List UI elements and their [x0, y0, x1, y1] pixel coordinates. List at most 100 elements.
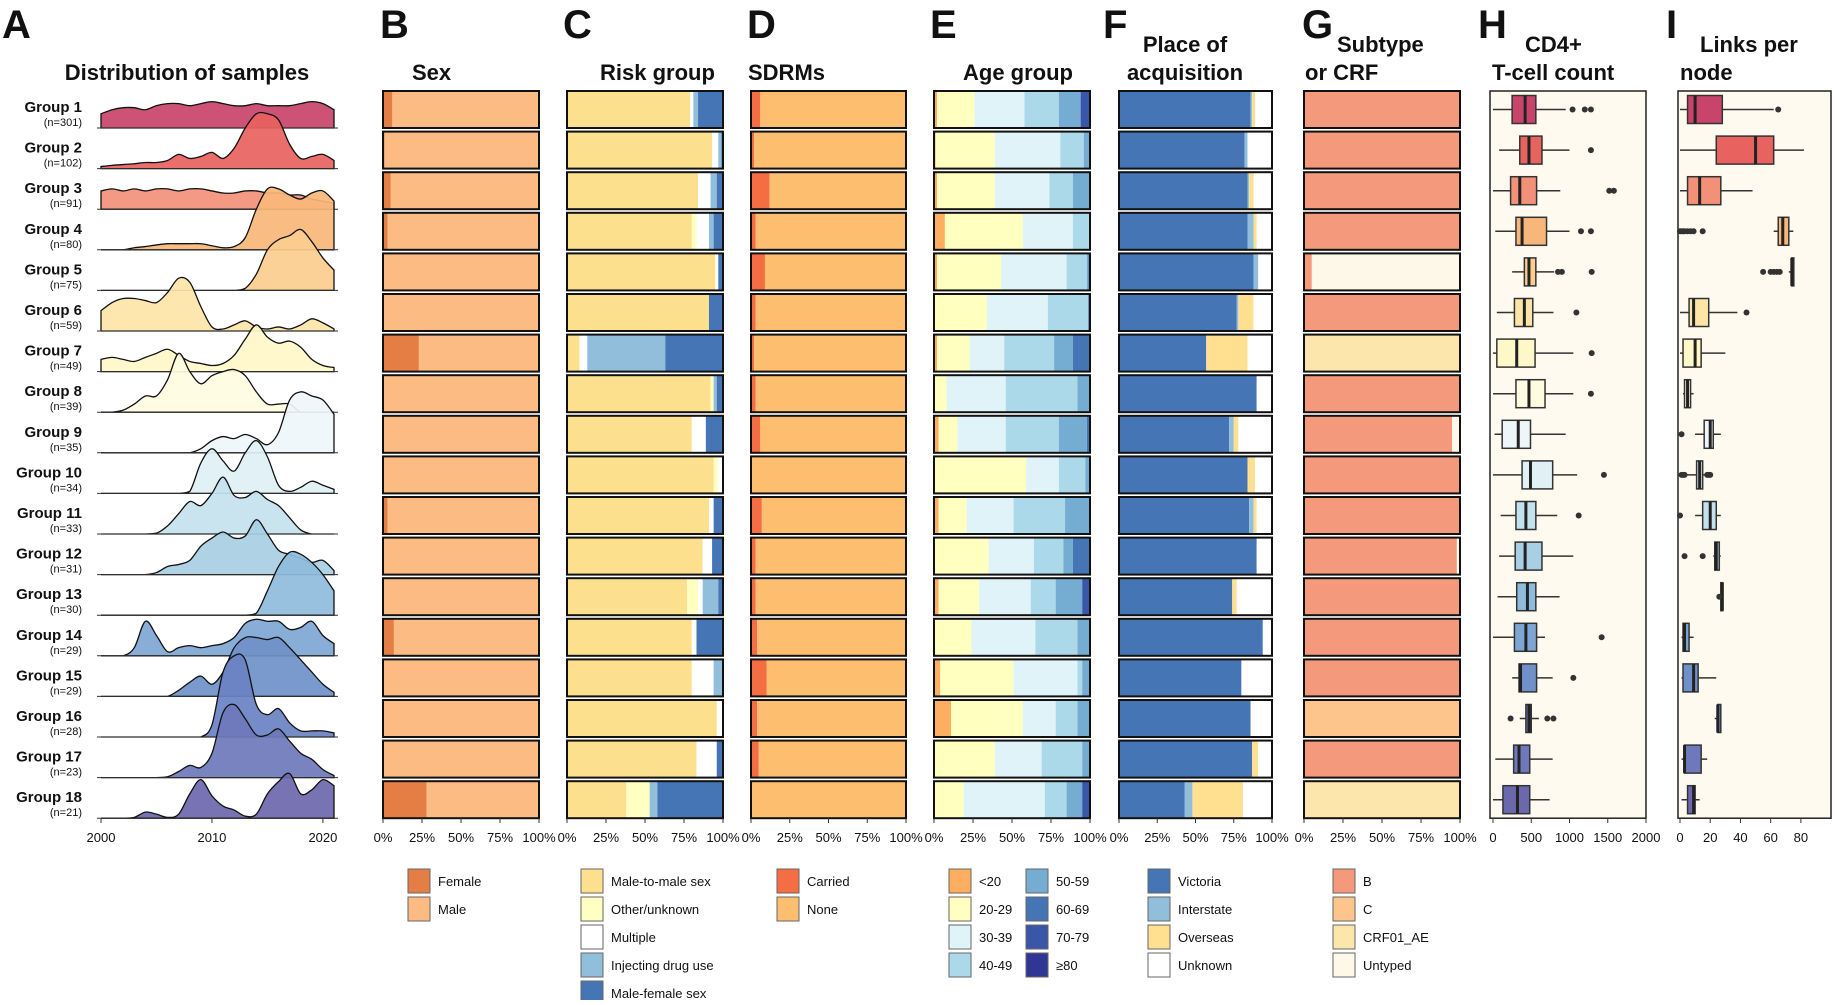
bar-segment-B — [1304, 172, 1460, 210]
bar-frame — [382, 577, 540, 617]
group-n-label: (n=59) — [50, 320, 82, 332]
x-tick-label: 25% — [409, 830, 435, 845]
bar-segment-Male-to-male sex — [567, 659, 692, 697]
group-label: Group 3 — [24, 180, 82, 197]
bar-segment-B — [1304, 537, 1457, 575]
bar-frame — [382, 211, 540, 251]
bar-segment-40-49 — [1035, 618, 1078, 656]
legend-swatch — [1147, 924, 1171, 950]
bar-segment-Unknown — [1262, 618, 1272, 656]
bar-segment-Female — [383, 91, 393, 128]
bar-segment-Carried — [751, 212, 756, 250]
bar-segment-B — [1304, 659, 1460, 697]
panel-title: Sex — [412, 60, 452, 85]
box-group-17 — [1683, 744, 1702, 774]
x-tick-label: 0% — [374, 830, 393, 845]
bar-segment-Victoria — [1119, 415, 1230, 453]
bar-segment-None — [761, 497, 906, 534]
bar-segment-None — [755, 375, 906, 413]
bar-frame — [750, 577, 907, 617]
bar-segment-<20 — [934, 253, 938, 291]
panel-letter-E: E — [930, 3, 957, 47]
outlier-point — [1743, 309, 1750, 316]
bar-segment-None — [757, 700, 906, 737]
group-n-label: (n=102) — [44, 158, 82, 170]
bar-segment-Overseas — [1206, 334, 1248, 372]
ridge-group-4 — [101, 186, 335, 251]
legend-swatch — [1147, 952, 1171, 978]
bar-frame — [933, 455, 1091, 495]
x-tick-label: 0 — [1489, 830, 1496, 845]
bar-frame — [750, 699, 907, 738]
panel-G: G Subtype or CRF 0% 25% 50% 75% 100% BC CRF01_AE U… — [1295, 3, 1477, 978]
outlier-point — [1600, 471, 1607, 478]
box-group-6 — [1688, 297, 1710, 328]
legend-label: <20 — [979, 874, 1001, 889]
bar-segment-Victoria — [1119, 131, 1245, 169]
bar-segment-None — [754, 334, 906, 372]
bar-segment-B — [1304, 740, 1460, 778]
outlier-point — [1587, 228, 1594, 235]
bar-segment-Male-female sex — [657, 781, 723, 819]
x-tick-label: 0% — [925, 830, 944, 845]
bar-segment-Multiple — [690, 91, 694, 128]
bar-segment-Other/unknown — [626, 781, 650, 819]
bar-frame — [1118, 699, 1273, 738]
bar-frame — [933, 211, 1091, 251]
bar-frame — [1118, 171, 1273, 211]
panel-title: Distribution of samples — [65, 60, 309, 85]
bar-segment-50-59 — [1077, 700, 1090, 737]
bar-segment-20-29 — [934, 781, 964, 819]
bar-segment-Victoria — [1119, 618, 1263, 656]
box-group-3 — [1686, 175, 1722, 206]
bar-segment-50-59 — [1054, 334, 1073, 372]
bar-segment-Male — [390, 172, 539, 210]
bar-segment-Male — [383, 415, 539, 453]
bar-frame — [1303, 536, 1461, 576]
bar-frame — [382, 374, 540, 414]
bar-frame — [382, 333, 540, 373]
bar-segment-Interstate — [1253, 253, 1259, 291]
group-n-label: (n=35) — [50, 442, 82, 454]
bar-segment-Overseas — [1253, 212, 1257, 250]
legend-label: 70-79 — [1056, 930, 1089, 945]
bar-segment-Carried — [751, 659, 767, 697]
legend-swatch — [1332, 868, 1356, 894]
panel-title: Place of — [1143, 32, 1228, 57]
bar-segment-Male-female sex — [718, 578, 723, 616]
bar-segment-Overseas — [1253, 497, 1257, 534]
bar-frame — [933, 496, 1091, 535]
bar-segment-20-29 — [937, 253, 1002, 291]
bar-segment-None — [751, 781, 906, 819]
bar-segment-50-59 — [1077, 375, 1090, 413]
bar-frame — [382, 699, 540, 738]
bar-segment-Male — [426, 781, 539, 819]
bar-segment-30-39 — [994, 172, 1050, 210]
group-label: Group 8 — [24, 383, 82, 400]
bar-frame — [1303, 252, 1461, 292]
bar-frame — [1118, 211, 1273, 251]
group-n-label: (n=31) — [50, 564, 82, 576]
bar-segment-Victoria — [1119, 456, 1248, 494]
bar-segment-Multiple — [691, 415, 706, 453]
bar-segment-None — [764, 253, 906, 291]
bar-segment-Male-female sex — [713, 212, 723, 250]
bar-segment-Male — [387, 212, 539, 250]
bar-segment-Multiple — [718, 456, 723, 494]
bar-segment-Multiple — [708, 497, 714, 534]
bar-frame — [750, 374, 907, 414]
x-tick-label: 100% — [889, 830, 923, 845]
bar-frame — [750, 414, 907, 454]
bar-segment-Untyped — [1452, 415, 1460, 453]
bar-frame — [750, 455, 907, 495]
x-tick-label: 0% — [1110, 830, 1129, 845]
bar-segment-30-39 — [946, 375, 1006, 413]
bar-segment-Other/unknown — [687, 578, 699, 616]
panel-D: D SDRMs 0% 25% 50% 75% 100% Carried None — [742, 3, 923, 922]
bar-segment-20-29 — [938, 415, 958, 453]
box-group-8 — [1515, 378, 1546, 409]
legend-label: 20-29 — [979, 902, 1012, 917]
bar-segment-Multiple — [691, 618, 697, 656]
bar-frame — [1118, 374, 1273, 414]
box-group-14 — [1682, 622, 1690, 653]
